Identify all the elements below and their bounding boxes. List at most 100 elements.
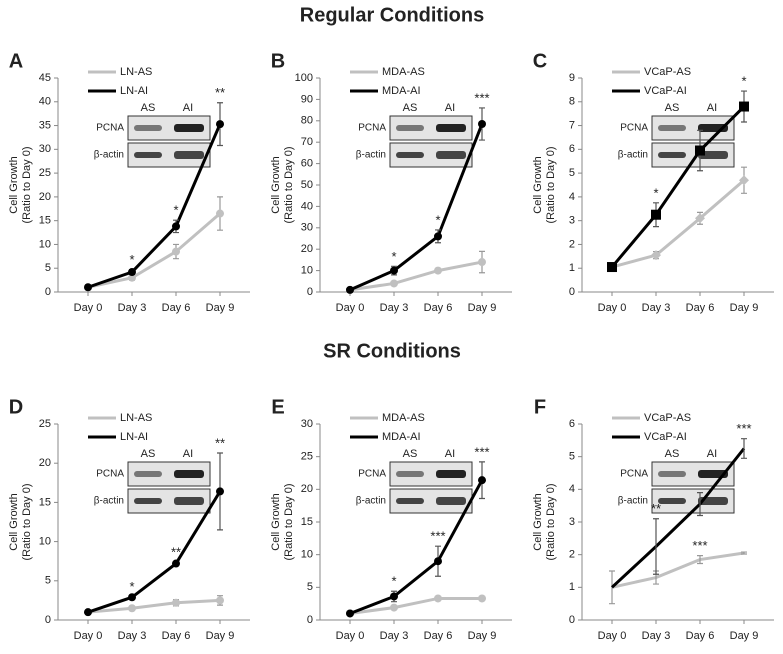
data-point — [128, 273, 136, 282]
significance-label: * — [435, 212, 440, 227]
blot-lane-label: AS — [141, 102, 156, 114]
y-tick-label: 60 — [301, 158, 313, 170]
x-tick-label: Day 0 — [336, 630, 365, 642]
y-tick-label: 5 — [45, 575, 51, 587]
data-point — [172, 598, 180, 607]
x-tick-label: Day 9 — [206, 630, 235, 642]
significance-label: *** — [736, 421, 751, 436]
y-tick-label: 1 — [569, 262, 575, 274]
y-tick-label: 6 — [569, 143, 575, 155]
blot-lane-label: AS — [665, 102, 680, 114]
y-axis-label: (Ratio to Day 0) — [545, 483, 557, 560]
x-tick-label: Day 3 — [118, 302, 147, 314]
blot-band — [436, 470, 466, 478]
x-tick-label: Day 3 — [380, 630, 409, 642]
legend-label: VCaP-AI — [644, 85, 687, 97]
data-point — [390, 279, 398, 288]
blot-band — [658, 152, 686, 158]
blot-lane-label: AI — [707, 102, 717, 114]
data-point — [390, 592, 398, 601]
blot-lane-label: AS — [403, 448, 418, 460]
error-bar — [741, 551, 747, 555]
significance-label: *** — [474, 90, 489, 105]
blot-band — [658, 498, 686, 504]
x-tick-label: Day 6 — [162, 630, 191, 642]
blot-lane-label: AI — [445, 448, 455, 460]
x-tick-label: Day 9 — [730, 302, 759, 314]
blot-band — [658, 471, 686, 477]
y-axis-label: (Ratio to Day 0) — [545, 146, 557, 223]
legend-label: LN-AS — [120, 412, 152, 424]
panel-letter: B — [271, 50, 285, 72]
blot-band — [396, 152, 424, 158]
data-point — [478, 258, 486, 267]
significance-label: *** — [692, 538, 707, 553]
y-tick-label: 3 — [569, 215, 575, 227]
data-point — [739, 175, 749, 186]
data-point — [216, 596, 224, 605]
data-point — [390, 603, 398, 612]
data-point — [346, 285, 354, 294]
y-tick-label: 90 — [301, 93, 313, 105]
x-tick-label: Day 6 — [162, 302, 191, 314]
panel-letter: D — [9, 396, 23, 418]
data-point — [216, 209, 224, 218]
y-tick-label: 0 — [569, 286, 575, 298]
y-tick-label: 20 — [39, 457, 51, 469]
significance-label: * — [741, 74, 746, 89]
y-axis-label: Cell Growth — [8, 493, 20, 550]
x-tick-label: Day 3 — [642, 630, 671, 642]
data-point — [478, 594, 486, 603]
data-point — [128, 593, 136, 602]
y-tick-label: 80 — [301, 115, 313, 127]
error-bar — [741, 438, 747, 459]
significance-label: * — [391, 574, 396, 589]
error-bar — [697, 492, 703, 517]
legend-label: VCaP-AI — [644, 431, 687, 443]
data-line — [610, 447, 746, 589]
y-tick-label: 2 — [569, 238, 575, 250]
data-line — [87, 123, 222, 289]
data-line — [611, 179, 745, 269]
x-tick-label: Day 6 — [686, 302, 715, 314]
y-tick-label: 1 — [569, 581, 575, 593]
y-axis-label: (Ratio to Day 0) — [283, 146, 295, 223]
blot-band-label: β-actin — [618, 496, 648, 507]
legend-label: LN-AI — [120, 431, 148, 443]
y-tick-label: 0 — [569, 614, 575, 626]
data-line — [349, 596, 482, 615]
blot-band-label: β-actin — [94, 150, 124, 161]
data-point — [478, 476, 486, 485]
error-bar — [653, 518, 659, 575]
data-point — [434, 232, 442, 241]
y-tick-label: 25 — [39, 418, 51, 430]
x-tick-label: Day 0 — [598, 302, 627, 314]
blot-band — [134, 152, 162, 158]
y-tick-label: 100 — [295, 72, 313, 84]
x-tick-label: Day 0 — [598, 630, 627, 642]
x-tick-label: Day 3 — [380, 302, 409, 314]
significance-label: ** — [651, 501, 661, 516]
blot-band-label: β-actin — [356, 150, 386, 161]
blot-band — [134, 498, 162, 504]
y-tick-label: 20 — [39, 191, 51, 203]
x-tick-label: Day 9 — [468, 302, 497, 314]
blot-lane-label: AI — [707, 448, 717, 460]
data-line — [349, 260, 483, 292]
blot-band-label: β-actin — [618, 150, 648, 161]
y-tick-label: 4 — [569, 191, 575, 203]
blot-band-label: PCNA — [620, 123, 648, 134]
x-tick-label: Day 9 — [730, 630, 759, 642]
blot-band — [436, 151, 466, 159]
y-tick-label: 0 — [307, 286, 313, 298]
data-point — [651, 250, 661, 261]
y-tick-label: 0 — [307, 614, 313, 626]
y-tick-label: 10 — [301, 265, 313, 277]
blot-band — [396, 125, 424, 131]
panel-letter: A — [9, 50, 23, 72]
blot-lane-label: AI — [183, 448, 193, 460]
y-tick-label: 25 — [39, 167, 51, 179]
y-tick-label: 5 — [569, 167, 575, 179]
y-tick-label: 25 — [301, 451, 313, 463]
data-line — [87, 490, 222, 614]
